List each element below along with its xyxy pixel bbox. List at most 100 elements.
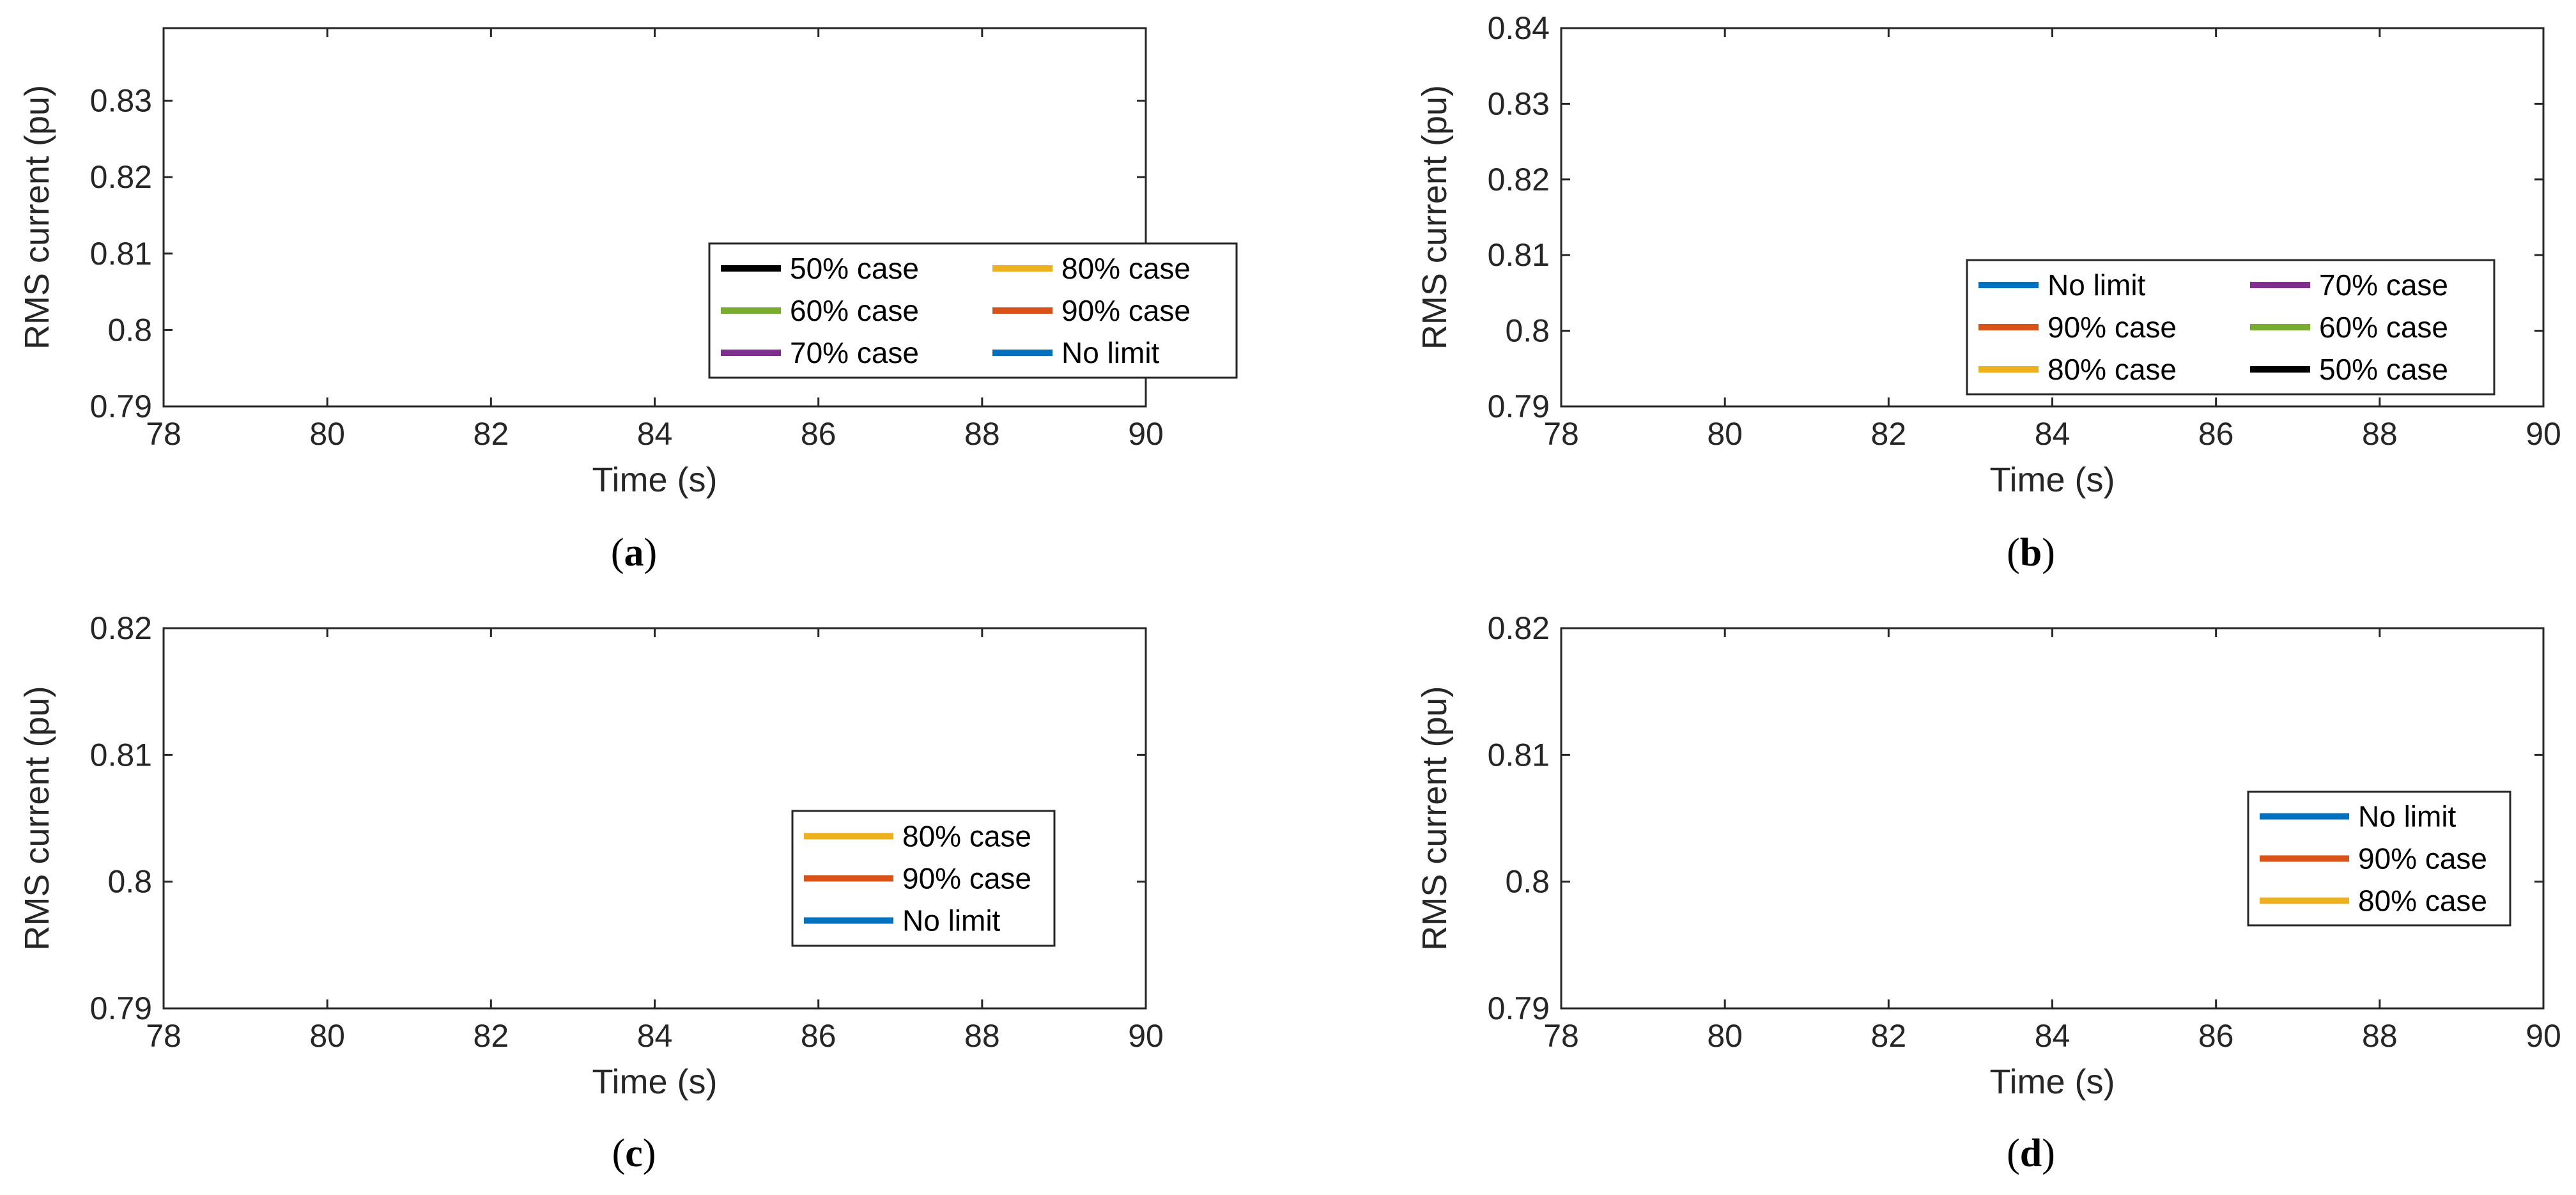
legend-label: 50% case xyxy=(790,252,919,285)
legend-label: No limit xyxy=(902,904,1001,937)
legend: No limit 90% case 80% case xyxy=(2247,790,2511,927)
legend-label: 50% case xyxy=(2319,353,2448,386)
x-axis-label: Time (s) xyxy=(1990,1063,2115,1101)
x-tick-label: 88 xyxy=(2362,1018,2398,1054)
legend-label: 70% case xyxy=(2319,268,2448,302)
x-tick-label: 78 xyxy=(146,416,181,452)
legend-label: No limit xyxy=(1061,336,1160,369)
y-axis-label: RMS current (pu) xyxy=(1415,686,1454,950)
x-axis-label: Time (s) xyxy=(592,1063,718,1101)
panel-caption: (c) xyxy=(612,1132,656,1175)
caption-open: ( xyxy=(611,531,624,574)
x-tick-label: 84 xyxy=(637,1018,673,1054)
y-tick-label: 0.79 xyxy=(1488,389,1550,424)
caption-open: ( xyxy=(2007,1132,2020,1175)
legend-label: 90% case xyxy=(1061,294,1191,327)
legend-label: 60% case xyxy=(2319,311,2448,344)
x-tick-label: 82 xyxy=(474,1018,509,1054)
legend-label: 80% case xyxy=(2048,353,2177,386)
legend-label: No limit xyxy=(2048,268,2146,302)
x-tick-label: 86 xyxy=(2198,416,2234,452)
y-tick-label: 0.81 xyxy=(90,737,152,773)
y-tick-label: 0.79 xyxy=(1488,991,1550,1026)
x-tick-label: 86 xyxy=(2198,1018,2234,1054)
legend-box xyxy=(1966,259,2495,396)
panel-caption: (d) xyxy=(2007,1132,2055,1175)
x-tick-label: 84 xyxy=(2035,1018,2071,1054)
x-axis-label: Time (s) xyxy=(1990,461,2115,499)
x-tick-label: 86 xyxy=(801,1018,837,1054)
x-tick-label: 82 xyxy=(474,416,509,452)
legend-label: 90% case xyxy=(2048,311,2177,344)
legend-label: 80% case xyxy=(2358,884,2487,918)
x-tick-label: 80 xyxy=(309,416,345,452)
legend-label: 80% case xyxy=(1061,252,1191,285)
x-tick-label: 82 xyxy=(1871,416,1907,452)
legend-box xyxy=(708,242,1238,379)
y-tick-label: 0.82 xyxy=(90,610,152,646)
caption-letter: a xyxy=(624,531,644,574)
caption-close: ) xyxy=(643,1132,656,1175)
y-tick-label: 0.81 xyxy=(1488,737,1550,773)
legend: No limit 70% case 90% case 60% case 80% case… xyxy=(1966,259,2495,396)
x-tick-label: 84 xyxy=(637,416,673,452)
y-tick-label: 0.8 xyxy=(107,312,152,348)
caption-open: ( xyxy=(2007,531,2020,574)
y-tick-label: 0.82 xyxy=(90,159,152,195)
panel-caption: (a) xyxy=(611,531,657,574)
x-tick-label: 88 xyxy=(964,1018,1000,1054)
x-tick-label: 90 xyxy=(1128,416,1164,452)
x-tick-label: 78 xyxy=(146,1018,181,1054)
x-tick-label: 80 xyxy=(1707,1018,1743,1054)
caption-letter: b xyxy=(2020,531,2042,574)
caption-letter: d xyxy=(2020,1132,2042,1175)
y-tick-label: 0.8 xyxy=(107,864,152,900)
legend: 50% case 80% case 60% case 90% case 70% case… xyxy=(708,242,1238,379)
x-tick-label: 80 xyxy=(309,1018,345,1054)
legend-label: 60% case xyxy=(790,294,919,327)
caption-close: ) xyxy=(2042,531,2055,574)
y-tick-label: 0.8 xyxy=(1505,313,1550,349)
caption-close: ) xyxy=(644,531,658,574)
x-tick-label: 86 xyxy=(801,416,837,452)
chart-panel-d: 78 80 82 84 86 88 90 0.79 0.8 0.81 0.82 Time (s) RMS… xyxy=(1415,610,2561,1175)
x-tick-label: 82 xyxy=(1871,1018,1907,1054)
y-tick-label: 0.81 xyxy=(1488,237,1550,273)
x-tick-label: 88 xyxy=(2362,416,2398,452)
legend-label: 80% case xyxy=(902,820,1031,853)
x-tick-label: 90 xyxy=(2526,416,2561,452)
chart-panel-a: 78 80 82 84 86 88 90 0.79 0.8 0.81 0.82 0.83 Time (s… xyxy=(18,27,1238,574)
panel-caption: (b) xyxy=(2007,531,2055,574)
y-tick-label: 0.83 xyxy=(1488,86,1550,121)
caption-letter: c xyxy=(625,1132,643,1175)
y-tick-label: 0.84 xyxy=(1488,10,1550,46)
y-axis-label: RMS current (pu) xyxy=(18,686,56,950)
x-tick-label: 90 xyxy=(1128,1018,1164,1054)
legend-label: 90% case xyxy=(902,862,1031,895)
y-tick-label: 0.81 xyxy=(90,236,152,272)
y-tick-label: 0.8 xyxy=(1505,864,1550,900)
chart-panel-b: 78 80 82 84 86 88 90 0.79 0.8 0.81 0.82 0.83 0.84 Tim… xyxy=(1415,10,2561,574)
x-tick-label: 78 xyxy=(1543,1018,1579,1054)
y-tick-label: 0.79 xyxy=(90,389,152,424)
legend-label: 90% case xyxy=(2358,842,2487,875)
caption-close: ) xyxy=(2042,1132,2055,1175)
caption-open: ( xyxy=(612,1132,626,1175)
y-tick-label: 0.83 xyxy=(90,83,152,119)
legend: 80% case 90% case No limit xyxy=(791,810,1056,947)
x-tick-label: 90 xyxy=(2526,1018,2561,1054)
chart-panel-c: 78 80 82 84 86 88 90 0.79 0.8 0.81 0.82 Time (s) RMS… xyxy=(18,610,1164,1175)
y-axis-label: RMS current (pu) xyxy=(18,85,56,350)
x-tick-label: 80 xyxy=(1707,416,1743,452)
y-axis-label: RMS current (pu) xyxy=(1415,85,1454,350)
x-tick-label: 84 xyxy=(2035,416,2071,452)
x-tick-label: 88 xyxy=(964,416,1000,452)
x-tick-label: 78 xyxy=(1543,416,1579,452)
y-tick-label: 0.82 xyxy=(1488,162,1550,197)
legend-label: 70% case xyxy=(790,336,919,369)
y-tick-label: 0.82 xyxy=(1488,610,1550,646)
legend-label: No limit xyxy=(2358,800,2456,833)
y-tick-label: 0.79 xyxy=(90,991,152,1026)
x-axis-label: Time (s) xyxy=(592,461,718,499)
